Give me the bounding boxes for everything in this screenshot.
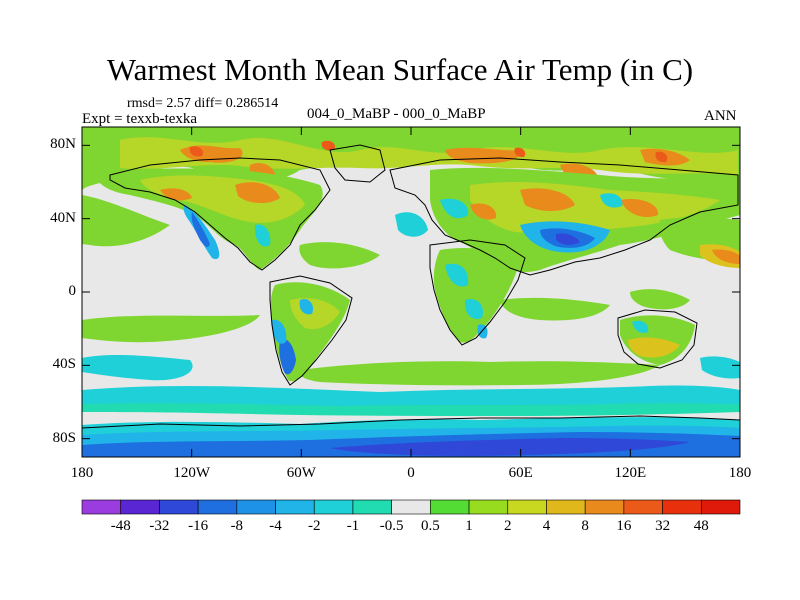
rockies-blue-strip (191, 212, 210, 247)
lon-label: 120E (614, 465, 647, 481)
axis-ticks (81, 127, 741, 457)
colorbar-swatch (468, 499, 509, 515)
coastline-south-america (269, 275, 353, 386)
coastline-north-america (109, 157, 331, 271)
colorbar-label: -2 (307, 518, 321, 534)
colorbar-label: -1 (346, 518, 360, 534)
australia-yellow (628, 337, 680, 358)
lon-label: 60E (508, 465, 533, 481)
coastline-australia (617, 309, 698, 369)
australia-cyan (632, 320, 649, 333)
map-subtitle: 004_0_MaBP - 000_0_MaBP (307, 106, 486, 122)
colorbar-swatch (159, 499, 199, 515)
northwest-pacific-orange (712, 249, 740, 264)
colorbar-label: 4 (542, 518, 551, 534)
indian-ocean-warm (500, 297, 610, 321)
colorbar-swatch (120, 499, 160, 515)
colorbar-label: 2 (504, 518, 512, 534)
lat-label: 0 (68, 283, 77, 299)
colorbar-swatch (623, 499, 663, 515)
period-label: ANN (704, 108, 737, 124)
europe-cyan (440, 193, 623, 219)
colorbar-swatch (662, 499, 702, 515)
southeast-pacific-cyan (700, 356, 740, 379)
lon-label: 0 (407, 465, 415, 481)
andes-blue (279, 339, 296, 375)
map-title: Warmest Month Mean Surface Air Temp (in … (106, 52, 694, 87)
colorbar-label: 1 (465, 518, 473, 534)
rmsd-diff-stats: rmsd= 2.57 diff= 0.286514 (127, 96, 279, 111)
north-america-orange (160, 182, 280, 204)
east-us-cyan (254, 224, 271, 247)
coastline-eurasia (389, 157, 739, 276)
coastlines (82, 144, 740, 429)
colorbar-swatch (430, 499, 470, 515)
colorbar-label: -48 (110, 518, 131, 534)
colorbar-label: 0.5 (420, 518, 440, 534)
colorbar-swatch (352, 499, 392, 515)
lon-label: 180 (70, 465, 94, 481)
map-field (82, 127, 740, 457)
tibet-dark-blue (556, 233, 580, 245)
coastline-greenland (329, 144, 386, 183)
colorbar-swatch (507, 499, 547, 515)
atlantic-cyan-patch (395, 212, 428, 237)
lat-label: 40S (52, 356, 76, 373)
southern-warm-belt (299, 361, 660, 386)
colorbar-label: 8 (581, 518, 589, 534)
colorbar-swatch (236, 499, 276, 515)
pacific-warm-tongue (299, 242, 380, 269)
colorbar-label: 32 (655, 518, 671, 534)
eurasia-orange (470, 188, 659, 220)
coastline-africa (429, 239, 526, 346)
colorbar (81, 499, 741, 515)
colorbar-swatch (546, 499, 586, 515)
southern-cyan-belt-west (82, 354, 193, 381)
colorbar-label: -4 (269, 518, 282, 534)
colorbar-label: -0.5 (379, 518, 404, 534)
lon-label: 120W (173, 465, 210, 481)
colorbar-swatch (700, 499, 741, 515)
colorbar-swatch (275, 499, 315, 515)
lat-label: 40N (50, 209, 76, 226)
colorbar-label: -32 (149, 518, 170, 534)
lat-label: 80N (50, 136, 76, 153)
antarctica-dark-blue (330, 438, 690, 456)
colorbar-label: 48 (693, 518, 709, 534)
colorbar-swatch (197, 499, 238, 515)
colorbar-label: -8 (230, 518, 244, 534)
colorbar-label: -16 (188, 518, 209, 534)
arctic-orange-patches (180, 145, 690, 188)
lon-label: 180 (728, 465, 752, 481)
africa-cyan (445, 263, 484, 320)
experiment-label: Expt = texxb-texka (82, 111, 198, 127)
south-pacific-warm-belt (82, 315, 260, 343)
southern-cyan-green-belt (82, 403, 740, 416)
andes-light-blue (272, 298, 314, 344)
colorbar-swatch (313, 499, 354, 515)
coastline-antarctica (82, 415, 740, 429)
colorbar-label: 16 (616, 518, 632, 534)
lat-label: 80S (52, 429, 76, 446)
north-pacific-warm (82, 195, 170, 247)
lon-label: 60W (286, 465, 316, 481)
colorbar-swatch (81, 499, 122, 515)
colorbar-swatch (391, 499, 431, 515)
colorbar-swatch (584, 499, 625, 515)
maritime-continent-warm (630, 289, 690, 310)
